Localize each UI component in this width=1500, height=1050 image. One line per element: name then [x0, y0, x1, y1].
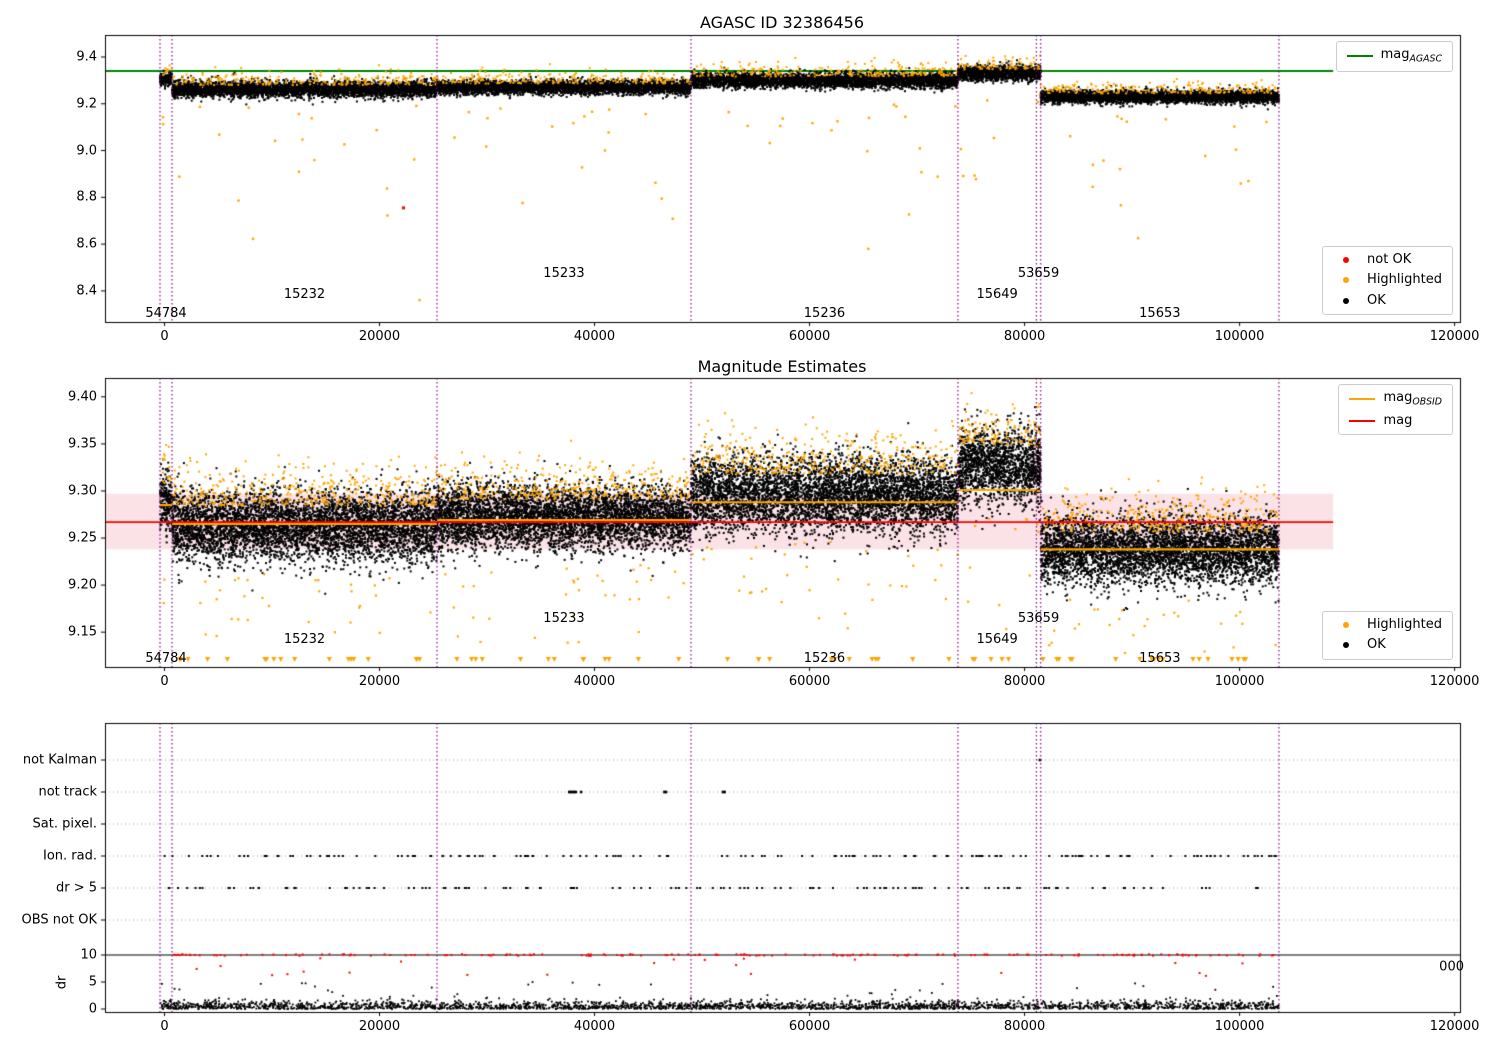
figure: AGASC ID 32386456 Magnitude Estimates dr…: [0, 0, 1500, 1050]
chart-canvas: [0, 0, 1500, 1050]
